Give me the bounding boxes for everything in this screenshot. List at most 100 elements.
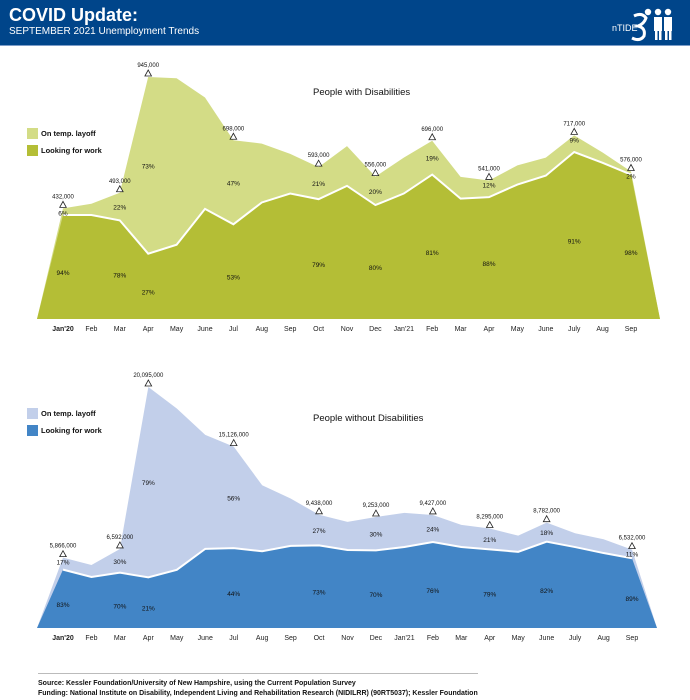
- triangle-marker-icon: [144, 69, 153, 77]
- layoff-pct-label: 30%: [369, 532, 382, 539]
- looking-pct-label: 79%: [483, 592, 496, 599]
- triangle-marker-icon: [229, 132, 238, 140]
- layoff-pct-label: 24%: [426, 527, 439, 534]
- page-subtitle: SEPTEMBER 2021 Unemployment Trends: [9, 26, 200, 37]
- total-value-label: 8,295,000: [476, 515, 503, 521]
- triangle-marker-icon: [115, 184, 124, 193]
- layoff-pct-label: 6%: [58, 210, 68, 217]
- legend-label-looking: Looking for work: [41, 426, 103, 435]
- triangle-marker-icon: [115, 541, 124, 549]
- layoff-pct-label: 21%: [483, 537, 496, 544]
- x-tick-label: July: [569, 635, 582, 642]
- x-tick-label: Dec: [370, 635, 383, 642]
- total-value-label: 945,000: [137, 63, 159, 69]
- triangle-marker-icon: [628, 541, 636, 550]
- layoff-pct-label: 18%: [540, 530, 553, 537]
- x-tick-label: May: [170, 635, 184, 642]
- x-tick-label: May: [512, 635, 526, 642]
- triangle-marker-icon: [314, 159, 323, 167]
- footer-divider: [38, 673, 478, 674]
- triangle-marker-icon: [428, 507, 437, 515]
- x-tick-label: Mar: [455, 326, 468, 333]
- layoff-pct-label: 56%: [227, 495, 240, 502]
- layoff-pct-label: 47%: [227, 180, 240, 187]
- triangle-marker-icon: [485, 520, 494, 528]
- looking-pct-label: 98%: [624, 250, 637, 257]
- chart-title: People without Disabilities: [313, 413, 424, 424]
- triangle-marker-icon: [371, 168, 380, 177]
- x-tick-label: Sep: [625, 326, 638, 333]
- total-value-label: 717,000: [563, 121, 585, 127]
- total-value-label: 696,000: [421, 127, 443, 133]
- header-banner: COVID Update: SEPTEMBER 2021 Unemploymen…: [0, 0, 690, 46]
- chart-2: Jan'20 Feb Mar Apr May June Jul Aug Sep Oct Nov Dec…: [27, 373, 657, 642]
- x-tick-label: June: [539, 635, 554, 642]
- x-tick-label: Feb: [427, 635, 439, 642]
- looking-pct-label: 89%: [625, 596, 638, 603]
- total-value-label: 576,000: [620, 157, 642, 163]
- x-tick-label: Jul: [229, 326, 238, 333]
- x-tick-label: Aug: [596, 326, 609, 333]
- x-tick-label: Aug: [597, 635, 610, 642]
- x-tick-label: Aug: [256, 326, 269, 333]
- chart-1: Jan'20 Feb Mar Apr May June Jul Aug Sep Oct Nov Dec…: [27, 63, 660, 333]
- layoff-pct-label: 30%: [113, 559, 126, 566]
- layoff-pct-label: 79%: [142, 480, 155, 487]
- x-tick-label: Oct: [313, 326, 324, 333]
- x-tick-label: May: [511, 326, 525, 333]
- total-value-label: 6,592,000: [107, 535, 134, 541]
- x-tick-label: Mar: [455, 635, 468, 642]
- total-value-label: 556,000: [365, 163, 387, 169]
- legend-swatch-layoff: [27, 128, 38, 139]
- looking-pct-label: 53%: [227, 275, 240, 282]
- x-tick-label: Apr: [143, 635, 155, 642]
- x-tick-label: Sep: [626, 635, 639, 642]
- legend-swatch-layoff: [27, 408, 38, 419]
- x-tick-label: Jan'21: [394, 635, 415, 642]
- looking-pct-label: 91%: [568, 239, 581, 246]
- looking-pct-label: 78%: [113, 273, 126, 280]
- ntide-logo: nTIDE: [612, 6, 682, 42]
- x-tick-label: Apr: [143, 326, 155, 333]
- series-boundary-line: [62, 540, 633, 579]
- triangle-marker-icon: [371, 509, 380, 517]
- total-value-label: 8,782,000: [533, 509, 560, 515]
- total-value-label: 432,000: [52, 194, 74, 200]
- x-tick-label: Sep: [284, 326, 297, 333]
- legend-swatch-looking: [27, 425, 38, 436]
- looking-pct-label: 88%: [482, 261, 495, 268]
- triangle-marker-icon: [229, 438, 238, 446]
- triangle-marker-icon: [144, 379, 153, 387]
- chart-title: People with Disabilities: [313, 87, 410, 98]
- x-tick-label: July: [568, 326, 581, 333]
- x-tick-label: Feb: [85, 635, 97, 642]
- x-tick-label: Apr: [484, 635, 496, 642]
- looking-pct-label: 76%: [426, 588, 439, 595]
- layoff-pct-label: 22%: [113, 205, 126, 212]
- x-tick-label: May: [170, 326, 184, 333]
- x-tick-label: Nov: [341, 326, 354, 333]
- total-value-label: 5,866,000: [50, 544, 77, 550]
- looking-pct-label: 81%: [426, 250, 439, 257]
- page-title: COVID Update:: [9, 5, 139, 25]
- x-tick-label: Feb: [85, 326, 97, 333]
- total-value-label: 6,532,000: [619, 536, 646, 542]
- layoff-pct-label: 2%: [626, 173, 636, 180]
- total-value-label: 20,095,000: [133, 373, 164, 379]
- total-value-label: 9,427,000: [419, 501, 446, 507]
- total-value-label: 541,000: [478, 166, 500, 172]
- looking-pct-label: 82%: [540, 588, 553, 595]
- layoff-pct-label: 9%: [569, 137, 579, 144]
- looking-pct-label: 27%: [142, 289, 155, 296]
- series-boundary-line: [63, 150, 632, 255]
- layoff-pct-label: 11%: [626, 552, 639, 559]
- logo-text: nTIDE: [612, 23, 638, 33]
- x-tick-label: Aug: [256, 635, 269, 642]
- looking-pct-label: 94%: [56, 270, 69, 277]
- triangle-marker-icon: [59, 200, 67, 208]
- looking-pct-label: 44%: [227, 591, 240, 598]
- layoff-pct-label: 27%: [313, 528, 326, 535]
- layoff-pct-label: 20%: [369, 189, 382, 196]
- funding-note: Funding: National Institute on Disabilit…: [38, 690, 478, 697]
